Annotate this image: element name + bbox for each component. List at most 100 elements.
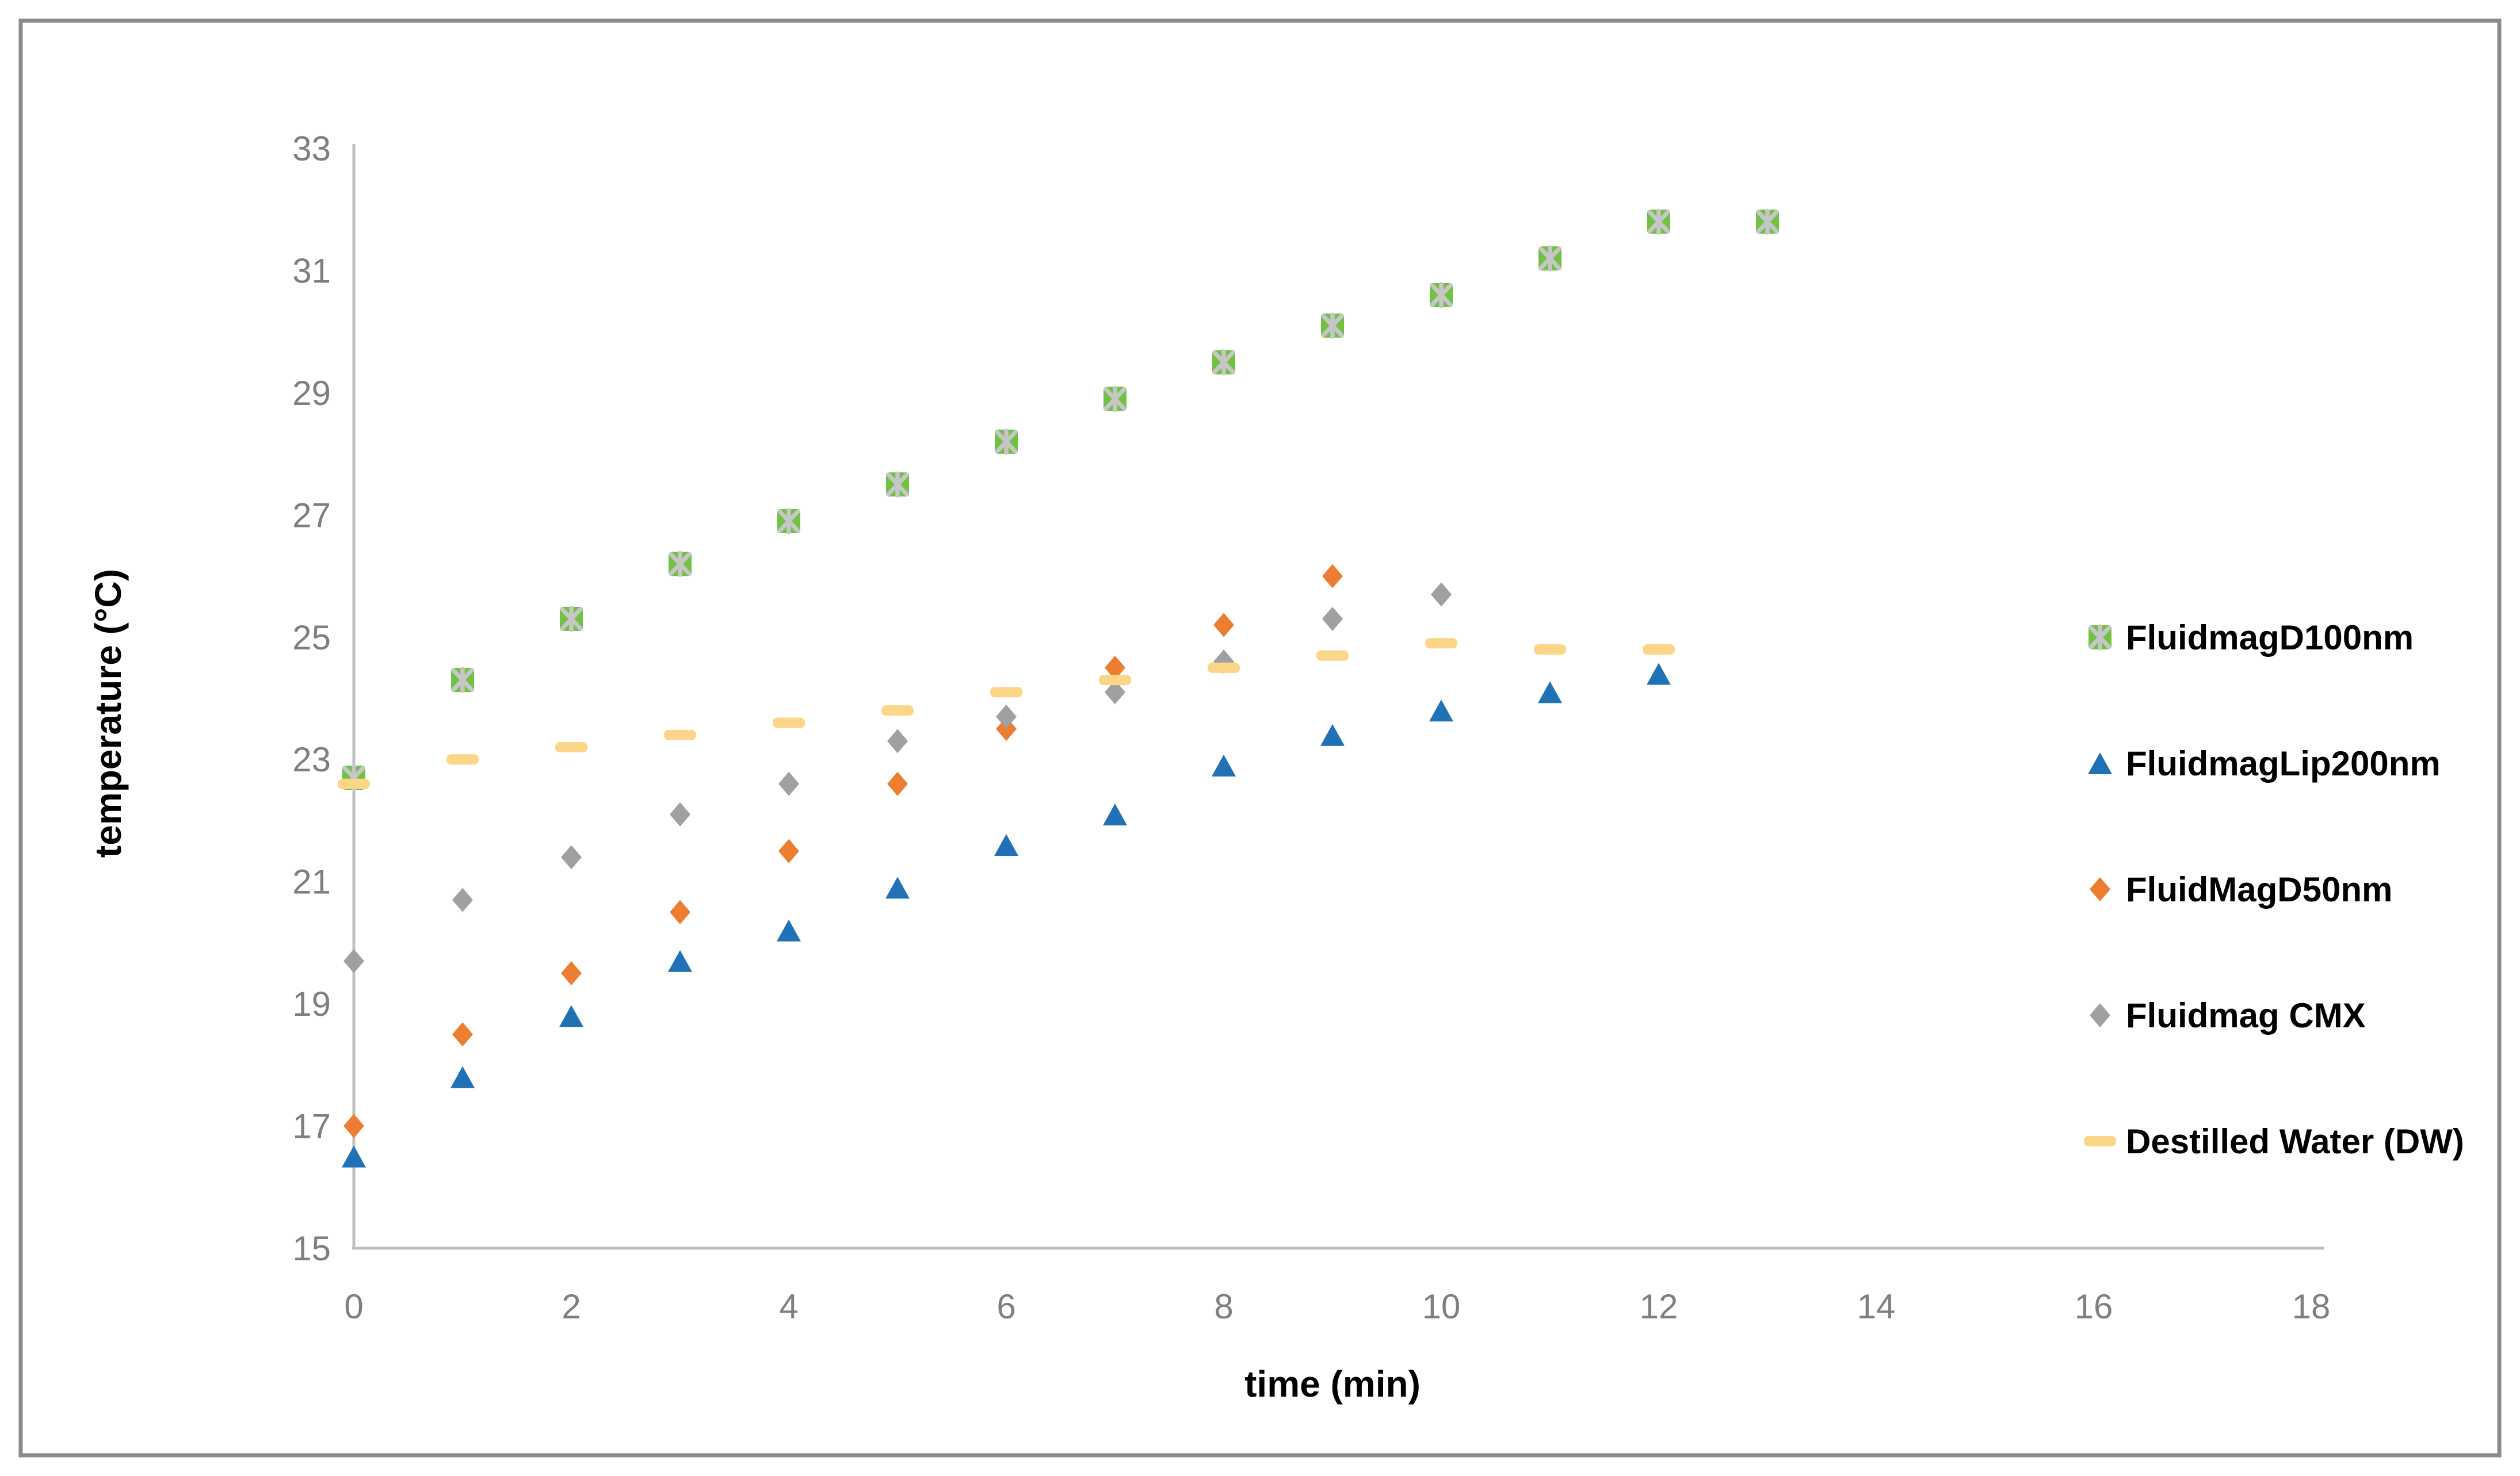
point-s3-t7	[1105, 680, 1125, 705]
point-s4-t4	[773, 717, 805, 728]
point-s0-t1	[451, 667, 474, 693]
point-s0-t8	[1212, 349, 1235, 376]
point-s4-t12	[1643, 644, 1675, 655]
point-s2-t4	[778, 839, 799, 863]
point-s4-t1	[446, 754, 479, 765]
y-tick-label-27: 27	[292, 496, 331, 534]
legend-item-3: Fluidmag CMX	[2090, 996, 2366, 1035]
y-tick-label-17: 17	[292, 1107, 331, 1146]
point-s1-t12	[1647, 663, 1671, 685]
x-tick-label-6: 6	[996, 1287, 1015, 1326]
point-s1-t3	[668, 950, 692, 972]
figure-border	[18, 18, 2502, 1458]
point-s3-t6	[996, 704, 1017, 729]
point-s2-t7	[1105, 655, 1125, 680]
point-s1-t1	[450, 1066, 475, 1088]
legend: FluidmagD100nm FluidmagLip200nm FluidMagD5…	[2084, 618, 2464, 1161]
point-s1-t2	[559, 1005, 583, 1027]
data-points	[338, 208, 1779, 1168]
legend-marker-3	[2090, 1003, 2110, 1027]
x-tick-label-16: 16	[2075, 1287, 2113, 1326]
point-s0-t6	[995, 429, 1018, 455]
axes	[352, 144, 2324, 1250]
legend-marker-0	[2088, 624, 2112, 651]
x-tick-label-18: 18	[2292, 1287, 2331, 1326]
point-s1-t5	[885, 877, 910, 899]
point-s1-t7	[1103, 803, 1127, 825]
y-axis-title: temperature (°C)	[87, 569, 129, 858]
y-axis-tick-labels: 15 17 19 21 23 25 27 29 31 33	[292, 129, 331, 1268]
y-tick-label-29: 29	[292, 374, 331, 412]
point-s4-t5	[881, 705, 914, 716]
series-FluidMagD50nm	[343, 564, 1343, 1138]
x-tick-label-12: 12	[1640, 1287, 1678, 1326]
y-tick-label-31: 31	[292, 251, 331, 290]
point-s0-t13	[1756, 208, 1779, 235]
series-Destilled Water (DW)	[338, 638, 1675, 789]
legend-item-4: Destilled Water (DW)	[2084, 1122, 2464, 1161]
point-s3-t10	[1431, 582, 1452, 607]
point-s0-t10	[1430, 282, 1453, 308]
point-s2-t5	[887, 771, 908, 796]
point-s3-t4	[778, 771, 799, 796]
legend-marker-2	[2090, 877, 2110, 901]
point-s0-t12	[1647, 208, 1670, 235]
x-axis-title: time (min)	[1244, 1363, 1421, 1405]
point-s2-t3	[670, 900, 690, 924]
legend-marker-4	[2084, 1136, 2116, 1146]
point-s4-t3	[664, 729, 696, 740]
y-tick-label-23: 23	[292, 740, 331, 779]
series-FluidmagD100nm	[342, 208, 1779, 791]
point-s1-t6	[994, 833, 1018, 856]
x-tick-label-0: 0	[344, 1287, 363, 1326]
point-s0-t2	[560, 606, 583, 632]
point-s4-t11	[1534, 644, 1566, 655]
point-s2-t0	[343, 1114, 364, 1138]
legend-label-2: FluidMagD50nm	[2126, 870, 2392, 909]
point-s0-t7	[1104, 385, 1127, 412]
point-s1-t9	[1320, 724, 1345, 746]
x-axis-tick-labels: 0 2 4 6 8 10 12 14 16 18	[344, 1287, 2330, 1326]
point-s4-t9	[1316, 650, 1349, 661]
point-s3-t2	[561, 845, 582, 870]
point-s1-t0	[342, 1145, 366, 1168]
legend-item-0: FluidmagD100nm	[2088, 618, 2414, 657]
point-s2-t2	[561, 961, 582, 986]
y-tick-label-25: 25	[292, 618, 331, 657]
point-s1-t8	[1212, 754, 1236, 777]
point-s3-t1	[452, 888, 473, 912]
legend-item-2: FluidMagD50nm	[2090, 870, 2392, 909]
point-s0-t5	[886, 471, 909, 498]
point-s1-t4	[777, 919, 801, 942]
point-s3-t9	[1322, 606, 1343, 631]
legend-label-1: FluidmagLip200nm	[2126, 744, 2441, 783]
x-tick-label-2: 2	[562, 1287, 581, 1326]
point-s1-t10	[1429, 699, 1453, 722]
point-s3-t3	[670, 802, 690, 827]
legend-label-4: Destilled Water (DW)	[2126, 1122, 2464, 1161]
point-s0-t9	[1321, 312, 1344, 339]
point-s0-t4	[777, 508, 800, 534]
point-s2-t1	[452, 1022, 473, 1047]
legend-item-1: FluidmagLip200nm	[2088, 744, 2441, 783]
point-s4-t2	[555, 741, 587, 752]
y-tick-label-33: 33	[292, 129, 331, 168]
point-s3-t5	[887, 729, 908, 754]
y-tick-label-21: 21	[292, 863, 331, 901]
x-tick-label-8: 8	[1214, 1287, 1233, 1326]
series-FluidmagLip200nm	[342, 663, 1671, 1168]
point-s4-t8	[1208, 662, 1240, 673]
point-s0-t3	[669, 550, 692, 578]
y-tick-label-15: 15	[292, 1229, 331, 1268]
legend-label-0: FluidmagD100nm	[2126, 618, 2414, 657]
legend-marker-1	[2088, 752, 2112, 774]
point-s4-t7	[1099, 675, 1131, 686]
point-s3-t0	[343, 949, 364, 973]
x-tick-label-4: 4	[779, 1287, 798, 1326]
point-s2-t8	[1213, 613, 1234, 637]
point-s4-t0	[338, 778, 370, 789]
x-tick-label-10: 10	[1422, 1287, 1461, 1326]
point-s2-t9	[1322, 564, 1343, 588]
